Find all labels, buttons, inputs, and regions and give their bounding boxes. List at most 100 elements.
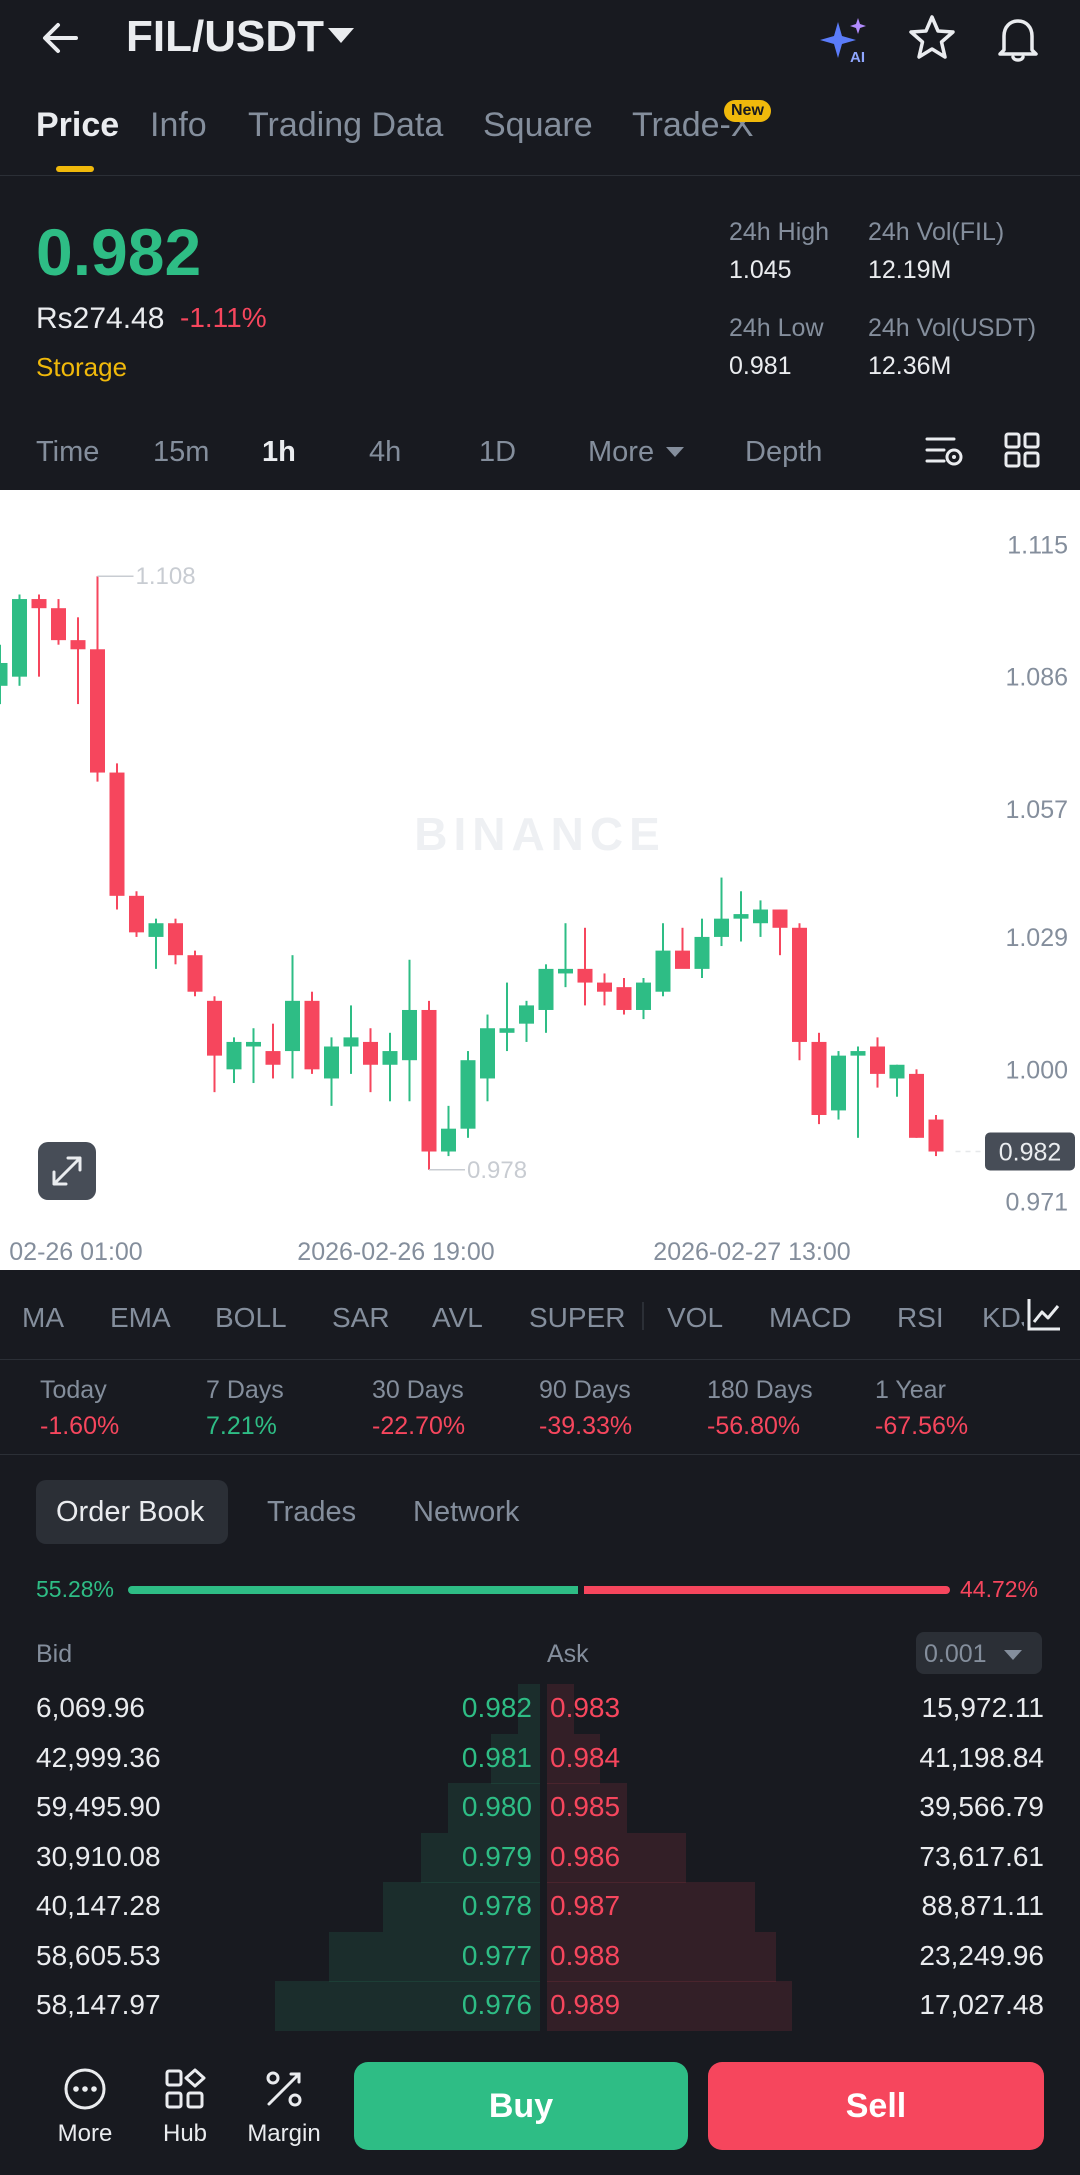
- bell-icon[interactable]: [992, 12, 1044, 64]
- stat-24h-high-value: 1.045: [729, 256, 792, 284]
- precision-value[interactable]: 0.001: [924, 1640, 987, 1668]
- candle-body: [129, 895, 144, 933]
- price-change-percent: -1.11%: [180, 302, 267, 333]
- candle-body: [168, 923, 183, 956]
- bid-price: 0.980: [461, 1791, 532, 1822]
- indicator-ma[interactable]: MA: [22, 1302, 64, 1333]
- interval-1h[interactable]: 1h: [262, 436, 296, 468]
- indicator-rsi[interactable]: RSI: [897, 1302, 944, 1333]
- more-button[interactable]: More: [40, 2066, 130, 2148]
- interval-more[interactable]: More: [588, 436, 655, 468]
- interval-time[interactable]: Time: [36, 436, 100, 468]
- interval-15m[interactable]: 15m: [153, 436, 210, 468]
- bid-price: 0.976: [461, 1989, 532, 2020]
- candle-body: [870, 1046, 885, 1074]
- pair-dropdown-caret-icon[interactable]: [328, 28, 354, 43]
- expand-icon: [52, 1156, 82, 1186]
- interval-1d[interactable]: 1D: [479, 436, 517, 468]
- bid-qty: 30,910.08: [36, 1840, 161, 1872]
- candlestick-chart[interactable]: BINANCE 1.115 1.086 1.057 1.029 1.000 0.971 0…: [0, 490, 1080, 1270]
- candle-body: [0, 662, 8, 686]
- ask-qty: 73,617.61: [919, 1840, 1044, 1872]
- perf-7d-label: 7 Days: [206, 1376, 284, 1404]
- back-arrow-icon[interactable]: [36, 14, 84, 62]
- tab-square[interactable]: Square: [483, 106, 593, 144]
- ask-depth-bar: [547, 1684, 574, 1734]
- indicator-avl[interactable]: AVL: [432, 1302, 483, 1333]
- indicator-vol[interactable]: VOL: [667, 1302, 724, 1333]
- y-axis-label: 1.000: [1005, 1056, 1068, 1084]
- stat-24h-vol-base-value: 12.19M: [868, 256, 952, 284]
- candle-body: [889, 1064, 905, 1079]
- candle-body: [499, 1028, 515, 1033]
- fiat-price: Rs274.48: [36, 302, 165, 335]
- candle-body: [616, 987, 632, 1010]
- candle-body: [31, 599, 47, 609]
- interval-4h[interactable]: 4h: [369, 436, 402, 468]
- ask-depth-bar: [547, 1832, 686, 1883]
- ai-sparkle-icon[interactable]: AI: [820, 14, 872, 66]
- indicator-settings-icon[interactable]: [1024, 1294, 1064, 1334]
- stat-24h-vol-quote-label: 24h Vol(USDT): [868, 314, 1037, 342]
- perf-90d-value: -39.33%: [539, 1412, 633, 1440]
- tab-network[interactable]: Network: [413, 1496, 520, 1528]
- stat-24h-vol-base-label: 24h Vol(FIL): [868, 218, 1005, 246]
- indicator-bar: MA EMA BOLL SAR AVL SUPER VOL MACD RSI K…: [0, 1272, 1080, 1360]
- bid-depth-bar: [383, 1882, 540, 1932]
- indicator-boll[interactable]: BOLL: [215, 1302, 287, 1333]
- candle-body: [753, 909, 768, 924]
- bid-qty: 59,495.90: [36, 1791, 161, 1822]
- tab-info[interactable]: Info: [150, 106, 207, 144]
- trading-pair-title[interactable]: FIL/USDT: [126, 12, 324, 61]
- candle-body: [90, 649, 105, 773]
- bid-qty: 40,147.28: [36, 1890, 161, 1921]
- interval-depth[interactable]: Depth: [745, 436, 823, 468]
- last-price-tag-label: 0.982: [999, 1139, 1062, 1167]
- hub-button[interactable]: Hub: [140, 2066, 230, 2148]
- order-book-row[interactable]: 58,147.97 0.976 0.989 17,027.48: [0, 1981, 1080, 2031]
- tab-order-book[interactable]: Order Book: [56, 1496, 205, 1528]
- y-axis-label: 1.057: [1005, 796, 1068, 824]
- order-book-row[interactable]: 30,910.08 0.979 0.986 73,617.61: [0, 1832, 1080, 1883]
- indicator-super[interactable]: SUPER: [529, 1302, 626, 1333]
- buy-button[interactable]: Buy: [354, 2062, 688, 2150]
- indicator-ema[interactable]: EMA: [110, 1302, 171, 1333]
- bid-column-header: Bid: [36, 1640, 73, 1668]
- tab-trades[interactable]: Trades: [267, 1496, 357, 1528]
- candle-body: [402, 1009, 417, 1061]
- candle-body: [519, 1005, 534, 1024]
- more-caret-icon[interactable]: [666, 447, 684, 457]
- sector-tag[interactable]: Storage: [36, 352, 128, 382]
- indicator-macd[interactable]: MACD: [769, 1302, 852, 1333]
- perf-180d-label: 180 Days: [707, 1376, 813, 1404]
- tab-trading-data[interactable]: Trading Data: [248, 106, 444, 144]
- sell-button[interactable]: Sell: [708, 2062, 1044, 2150]
- candle-body: [811, 1041, 827, 1115]
- order-book-row[interactable]: 59,495.90 0.980 0.985 39,566.79: [0, 1783, 1080, 1833]
- expand-chart-button[interactable]: [38, 1142, 96, 1200]
- indicator-sar[interactable]: SAR: [332, 1302, 390, 1333]
- main-tabs: Price Info Trading Data Square Trade-X: [0, 100, 1080, 176]
- candle-body: [343, 1037, 359, 1047]
- star-icon[interactable]: [906, 12, 958, 64]
- order-book-row[interactable]: 40,147.28 0.978 0.987 88,871.11: [0, 1882, 1080, 1932]
- perf-today-value: -1.60%: [40, 1412, 120, 1440]
- candle-body: [109, 772, 125, 896]
- candle-body: [675, 950, 690, 969]
- ask-price: 0.986: [550, 1840, 621, 1872]
- ask-depth-bar: [547, 1783, 627, 1833]
- chart-settings-icon[interactable]: [924, 430, 964, 470]
- candle-body: [421, 1009, 437, 1152]
- order-book-row[interactable]: 6,069.96 0.982 0.983 15,972.11: [0, 1684, 1080, 1734]
- perf-30d-label: 30 Days: [372, 1376, 464, 1404]
- tab-price[interactable]: Price: [36, 106, 120, 144]
- order-book-row[interactable]: 58,605.53 0.977 0.988 23,249.96: [0, 1931, 1080, 1982]
- svg-text:AI: AI: [850, 49, 865, 66]
- order-book-row[interactable]: 42,999.36 0.981 0.984 41,198.84: [0, 1733, 1080, 1784]
- precision-caret-icon[interactable]: [1004, 1650, 1022, 1660]
- stat-24h-low-value: 0.981: [729, 352, 792, 380]
- layout-grid-icon[interactable]: [1004, 432, 1040, 468]
- bid-price: 0.982: [461, 1692, 532, 1723]
- margin-button[interactable]: Margin: [239, 2066, 329, 2148]
- candle-body: [70, 640, 86, 650]
